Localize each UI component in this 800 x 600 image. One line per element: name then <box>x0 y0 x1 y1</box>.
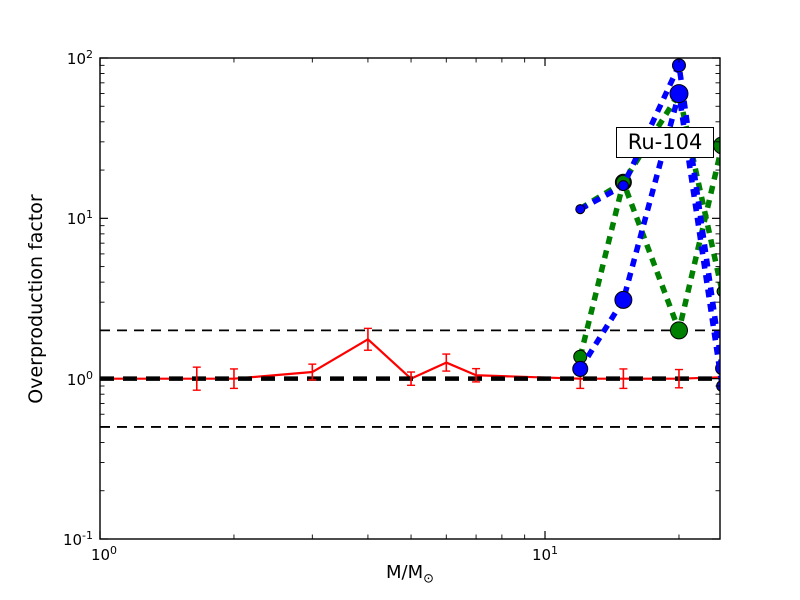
y-axis-title: Overproduction factor <box>25 194 47 404</box>
ytick-label-100: 102 <box>66 48 93 68</box>
isotope-annotation: Ru-104 <box>616 127 714 158</box>
ytick-label-1: 100 <box>66 369 93 389</box>
xtick-label-10: 101 <box>531 544 559 564</box>
x-axis-title: M/M⊙ <box>385 562 435 587</box>
ytick-label-10: 101 <box>66 208 93 228</box>
data-layer <box>100 58 720 428</box>
xtick-label-1: 100 <box>90 544 118 564</box>
ytick-label-0p1: 10-1 <box>62 529 93 549</box>
